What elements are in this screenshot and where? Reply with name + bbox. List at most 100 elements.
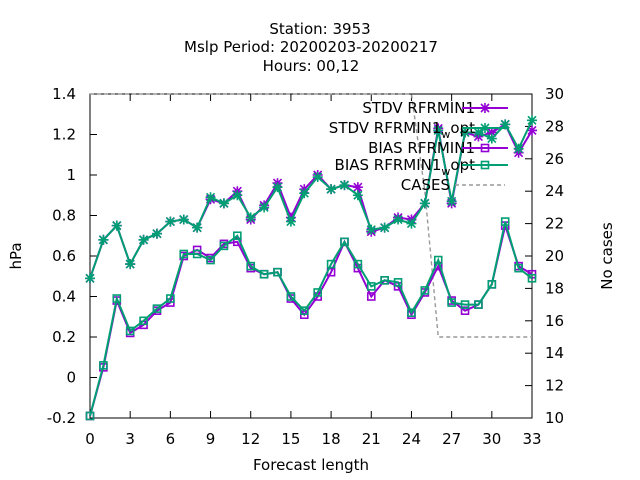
data-point bbox=[460, 306, 470, 315]
data-point bbox=[460, 127, 471, 138]
y-axis-label: hPa bbox=[7, 242, 25, 269]
x-tick-label: 15 bbox=[281, 430, 300, 448]
legend-label-bias-w-opt: BIAS RFRMIN1wopt bbox=[335, 156, 476, 178]
legend-key-marker bbox=[480, 103, 490, 113]
data-point bbox=[245, 212, 256, 223]
series-bias-rfrmin1-w-opt bbox=[85, 217, 537, 421]
data-point bbox=[299, 188, 310, 199]
data-point bbox=[205, 192, 216, 203]
y2-tick-label: 24 bbox=[545, 182, 564, 200]
title-line-hours: Hours: 00,12 bbox=[263, 57, 360, 75]
data-point bbox=[206, 255, 215, 265]
data-point bbox=[99, 361, 108, 370]
data-point bbox=[112, 294, 122, 303]
series-cases bbox=[90, 93, 532, 338]
y-tick-label: 0.8 bbox=[52, 207, 76, 225]
data-point bbox=[420, 286, 430, 295]
y-tick-label: 0.4 bbox=[52, 288, 76, 306]
data-point bbox=[218, 198, 229, 209]
data-point bbox=[339, 180, 350, 191]
data-point bbox=[433, 125, 444, 136]
data-point bbox=[192, 249, 202, 259]
y2-tick-label: 18 bbox=[545, 279, 564, 297]
y-tick-label: 0 bbox=[66, 369, 76, 387]
legend-key-marker bbox=[480, 143, 490, 153]
y2-tick-label: 28 bbox=[545, 117, 564, 135]
data-point bbox=[353, 259, 363, 269]
data-point bbox=[312, 172, 323, 183]
data-point bbox=[447, 298, 456, 307]
y-axis-right: 10 12 14 16 18 20 22 24 26 28 30 bbox=[525, 85, 564, 427]
legend-label-bias: BIAS RFRMIN1 bbox=[368, 139, 475, 157]
data-point bbox=[165, 216, 176, 227]
data-point bbox=[285, 216, 296, 227]
data-point bbox=[111, 220, 122, 231]
data-point bbox=[272, 182, 283, 193]
data-point bbox=[246, 261, 256, 271]
data-point bbox=[474, 300, 483, 309]
data-point bbox=[151, 228, 162, 239]
x-tick-label: 9 bbox=[206, 430, 216, 448]
data-point bbox=[527, 125, 537, 136]
data-point bbox=[166, 294, 175, 303]
data-point bbox=[233, 231, 242, 241]
data-point bbox=[192, 222, 203, 233]
data-point bbox=[460, 300, 470, 309]
data-point bbox=[433, 255, 443, 265]
legend-label-stdv-w-opt-sub: w bbox=[441, 128, 450, 141]
data-point bbox=[366, 224, 377, 235]
x-tick-label: 12 bbox=[241, 430, 260, 448]
y-tick-label: 1 bbox=[66, 166, 76, 184]
y-tick-label: 1.4 bbox=[52, 85, 76, 103]
data-point bbox=[259, 202, 270, 213]
y2-tick-label: 10 bbox=[545, 409, 564, 427]
legend-key-marker bbox=[480, 123, 490, 133]
data-point bbox=[393, 214, 404, 225]
x-tick-label: 3 bbox=[125, 430, 135, 448]
data-point bbox=[366, 282, 376, 291]
data-point bbox=[219, 241, 229, 251]
data-point bbox=[85, 411, 95, 421]
data-point bbox=[352, 190, 363, 201]
data-point bbox=[527, 273, 537, 283]
data-point bbox=[500, 119, 511, 130]
y2-tick-label: 30 bbox=[545, 85, 564, 103]
series-line bbox=[89, 221, 533, 417]
data-point bbox=[139, 316, 148, 326]
series-line bbox=[89, 119, 533, 279]
data-point bbox=[393, 278, 403, 287]
data-point bbox=[179, 249, 189, 259]
data-point bbox=[407, 308, 416, 318]
y2-tick-label: 14 bbox=[545, 344, 564, 362]
data-point bbox=[527, 115, 537, 126]
data-point bbox=[138, 234, 149, 245]
x-tick-label: 6 bbox=[166, 430, 176, 448]
y-tick-label: 1.2 bbox=[52, 126, 76, 144]
data-point bbox=[446, 196, 457, 207]
series-line bbox=[89, 221, 533, 417]
data-point bbox=[98, 234, 109, 245]
y2-axis-label: No cases bbox=[598, 222, 616, 290]
y-axis-left: -0.2 0 0.2 0.4 0.6 0.8 1 1.2 1.4 bbox=[47, 85, 97, 427]
legend-label-bias-w-opt-main: BIAS RFRMIN1 bbox=[335, 156, 442, 174]
x-tick-label: 24 bbox=[402, 430, 421, 448]
data-point bbox=[487, 280, 497, 289]
x-tick-label: 30 bbox=[482, 430, 501, 448]
series-stdv-rfrmin1-w-opt bbox=[85, 115, 537, 284]
title-line-period: Mslp Period: 20200203-20200217 bbox=[184, 38, 438, 56]
legend-label-bias-w-opt-sub: w bbox=[441, 165, 450, 178]
x-tick-label: 0 bbox=[85, 430, 95, 448]
data-point bbox=[300, 306, 309, 315]
y2-tick-label: 16 bbox=[545, 312, 564, 330]
legend-label-stdv-w-opt: STDV RFRMIN1wopt bbox=[329, 119, 475, 141]
data-point bbox=[313, 288, 322, 297]
data-point bbox=[259, 269, 269, 279]
data-point bbox=[178, 214, 189, 225]
data-point bbox=[406, 218, 417, 229]
data-point bbox=[366, 292, 376, 301]
data-point bbox=[273, 267, 282, 277]
legend-label-stdv-w-opt-main: STDV RFRMIN1 bbox=[329, 119, 442, 137]
x-tick-label: 33 bbox=[522, 430, 541, 448]
x-tick-label: 27 bbox=[442, 430, 461, 448]
